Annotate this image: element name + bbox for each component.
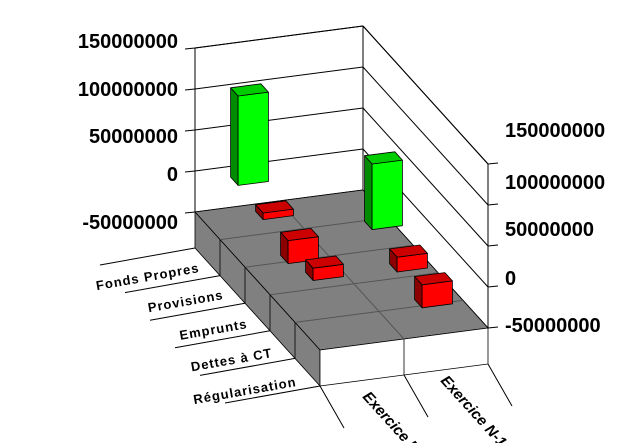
bar-fonds-propres-s0 [230,83,269,186]
left-axis-tick [184,88,196,91]
category-tick-line [199,357,296,376]
back-wall-gridline [194,66,364,90]
side-wall-gridline [362,107,489,247]
bar-top-face [305,255,344,269]
category-label: Régularisation [192,374,297,407]
category-tick-line [224,385,321,404]
right-axis-tick [487,285,499,288]
bar-emprunts-s1 [364,151,403,231]
right-tick-label: 0 [505,268,516,290]
left-axis-tick [184,129,196,132]
right-tick-label: 50000000 [505,219,594,241]
right-tick-label: 150000000 [505,120,605,142]
chart-bars [230,83,453,309]
bar-r-gularisation-s1 [414,272,453,309]
left-tick-label: 150000000 [78,31,178,53]
right-axis-tick [487,326,499,329]
category-tick-line [124,275,221,294]
right-axis-tick [487,162,499,165]
left-tick-label: 0 [167,164,178,186]
right-tick-label: 100000000 [505,172,605,194]
side-wall-gridline [362,66,489,206]
bar-top-face [364,151,403,165]
right-tick-label: -50000000 [505,315,601,337]
back-wall-gridline [194,25,364,49]
bar-left-face [364,155,373,231]
right-axis-ticks: 150000000 100000000 50000000 0 -50000000 [505,120,605,337]
bar-emprunts-s0 [280,227,319,265]
bar-top-face [389,244,428,258]
series-labels: Exercice N Exercice N-1 [359,372,510,443]
bar-top-face [280,227,319,242]
left-tick-label: -50000000 [82,212,178,234]
left-axis-tick [184,211,196,214]
bar-front-face [421,280,453,309]
bar-front-face [371,159,403,231]
back-wall-gridline [194,107,364,131]
series-tick-line [403,374,429,418]
left-tick-label: 100000000 [78,79,178,101]
right-axis-tick [487,203,499,206]
category-tick-line [174,330,271,349]
bar-left-face [230,87,239,186]
bar-front-face [237,91,269,186]
bar-provisions-s0 [255,200,294,221]
bar-dettes-ct-s0 [305,255,344,281]
category-tick-line [99,247,196,266]
back-wall-gridline [194,148,364,172]
series-tick-line [319,385,345,429]
left-axis-tick [184,47,196,50]
series-label: Exercice N [359,388,424,443]
series-tick-line [487,363,513,407]
right-axis-tick [487,244,499,247]
side-wall-gridline [362,25,489,165]
bar-dettes-ct-s1 [389,244,428,273]
bar-top-face [255,200,294,214]
bar-top-face [414,272,453,286]
bar-top-face [230,83,269,97]
left-tick-label: 50000000 [89,126,178,148]
category-label: Emprunts [178,316,248,343]
category-label: Provisions [147,287,225,315]
left-axis-tick [184,170,196,173]
category-tick-line [149,302,246,321]
left-axis-ticks: 150000000 100000000 50000000 0 -50000000 [78,31,178,234]
